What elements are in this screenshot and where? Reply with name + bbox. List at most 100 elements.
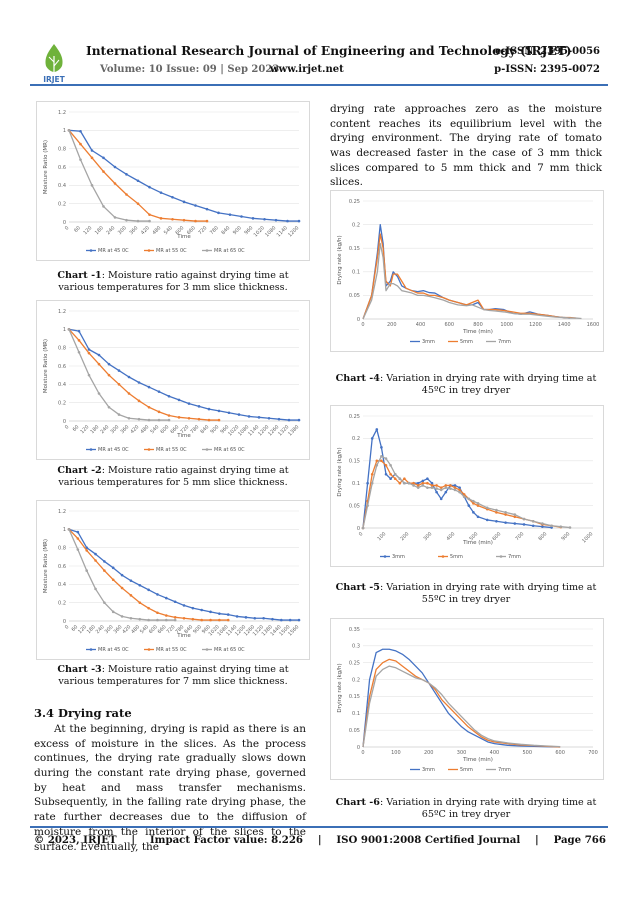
legend-label: 7mm <box>508 554 521 560</box>
data-point <box>462 495 466 498</box>
data-point <box>156 593 159 596</box>
data-point <box>412 481 415 485</box>
x-tick-label: 0 <box>64 225 70 231</box>
y-axis-title: Drying rate (kg/h) <box>337 447 343 496</box>
data-point <box>67 129 71 132</box>
data-point <box>103 569 106 572</box>
data-point <box>380 446 383 449</box>
x-tick-label: 780 <box>174 624 185 635</box>
volume-issue: Volume: 10 Issue: 09 | Sep 2023 <box>100 64 280 75</box>
y-tick-label: 0 <box>63 619 66 625</box>
x-tick-label: 400 <box>490 750 500 756</box>
data-point <box>165 614 168 617</box>
footer-iso: ISO 9001:2008 Certified Journal <box>336 834 521 846</box>
legend-label: 3mm <box>422 767 435 773</box>
footer: © 2023, IRJET | Impact Factor value: 8.2… <box>34 834 606 846</box>
x-tick-label: 200 <box>387 322 397 328</box>
data-point <box>173 618 177 622</box>
website-link[interactable]: www.irjet.net <box>270 64 344 75</box>
data-point <box>277 417 281 421</box>
series-line <box>68 329 169 421</box>
data-point <box>262 616 265 620</box>
data-point <box>458 490 461 494</box>
data-point <box>67 328 71 331</box>
eissn: e-ISSN: 2395-0056 <box>494 46 600 57</box>
data-point <box>129 579 133 582</box>
x-tick-label: 200 <box>399 531 410 542</box>
data-point <box>426 486 429 489</box>
data-point <box>107 362 111 366</box>
data-point <box>495 511 498 514</box>
x-axis-title: Time <box>176 234 191 240</box>
x-tick-label: 1140 <box>276 225 289 238</box>
data-point <box>531 519 535 523</box>
y-tick-label: 0.8 <box>58 345 66 351</box>
x-tick-label: 960 <box>243 225 254 236</box>
data-point <box>148 219 151 223</box>
data-point <box>444 490 448 494</box>
legend-label: 5mm <box>450 554 463 560</box>
data-point <box>476 502 480 505</box>
series-line <box>68 129 207 222</box>
data-point <box>472 511 475 514</box>
x-tick-label: 700 <box>588 750 598 756</box>
data-point <box>85 549 88 552</box>
data-point <box>287 418 291 422</box>
y-axis-title: Moisture Ratio (MR) <box>43 140 49 194</box>
y-tick-label: 0.1 <box>352 481 360 487</box>
data-point <box>137 381 141 384</box>
y-tick-label: 0.2 <box>352 677 360 683</box>
data-point <box>125 173 128 176</box>
data-point <box>393 472 397 476</box>
data-point <box>125 218 128 222</box>
series-line <box>68 528 229 621</box>
x-tick-label: 900 <box>192 624 203 635</box>
data-point <box>117 383 121 386</box>
data-point <box>102 170 105 173</box>
data-point <box>384 472 388 476</box>
data-point <box>476 504 480 507</box>
data-point <box>205 207 209 211</box>
legend-label: MR at 45 0C <box>98 647 129 653</box>
legend-label: MR at 55 0C <box>156 447 187 453</box>
x-tick-label: 900 <box>209 424 220 435</box>
data-point <box>247 415 251 418</box>
y-tick-label: 0.35 <box>349 627 360 633</box>
y-tick-label: 0.15 <box>349 246 360 252</box>
data-point <box>167 414 171 417</box>
data-point <box>485 518 489 522</box>
data-point <box>103 601 106 604</box>
data-point <box>182 200 186 204</box>
x-tick-label: 800 <box>537 531 548 542</box>
x-tick-label: 180 <box>86 624 97 635</box>
data-point <box>209 610 212 614</box>
chart-3: 0 0.2 0.4 0.6 0.8 1 1.2 0 60 120 180 240 300 360 420 48… <box>36 500 310 660</box>
x-tick-label: 1000 <box>500 322 513 328</box>
series-line <box>362 428 552 529</box>
x-tick-label: 120 <box>79 424 90 435</box>
data-point <box>191 617 195 621</box>
x-tick-label: 300 <box>117 225 128 236</box>
data-point <box>148 213 151 216</box>
data-point <box>476 515 480 519</box>
x-tick-label: 960 <box>219 424 230 435</box>
data-point <box>159 191 163 194</box>
data-point <box>127 416 131 420</box>
data-point <box>148 185 151 189</box>
data-point <box>157 390 161 393</box>
x-axis-title: Time (min) <box>462 329 493 335</box>
legend-marker <box>205 648 209 651</box>
data-point <box>286 219 289 223</box>
x-tick-label: 720 <box>166 624 177 635</box>
data-point <box>182 218 186 222</box>
data-point <box>137 399 141 403</box>
data-point <box>462 493 466 496</box>
data-point <box>120 615 124 618</box>
data-point <box>147 418 151 422</box>
data-point <box>107 405 111 409</box>
y-tick-label: 0.25 <box>349 661 360 667</box>
data-point <box>467 497 471 501</box>
data-point <box>485 506 489 510</box>
data-point <box>129 594 133 597</box>
data-point <box>137 417 141 421</box>
